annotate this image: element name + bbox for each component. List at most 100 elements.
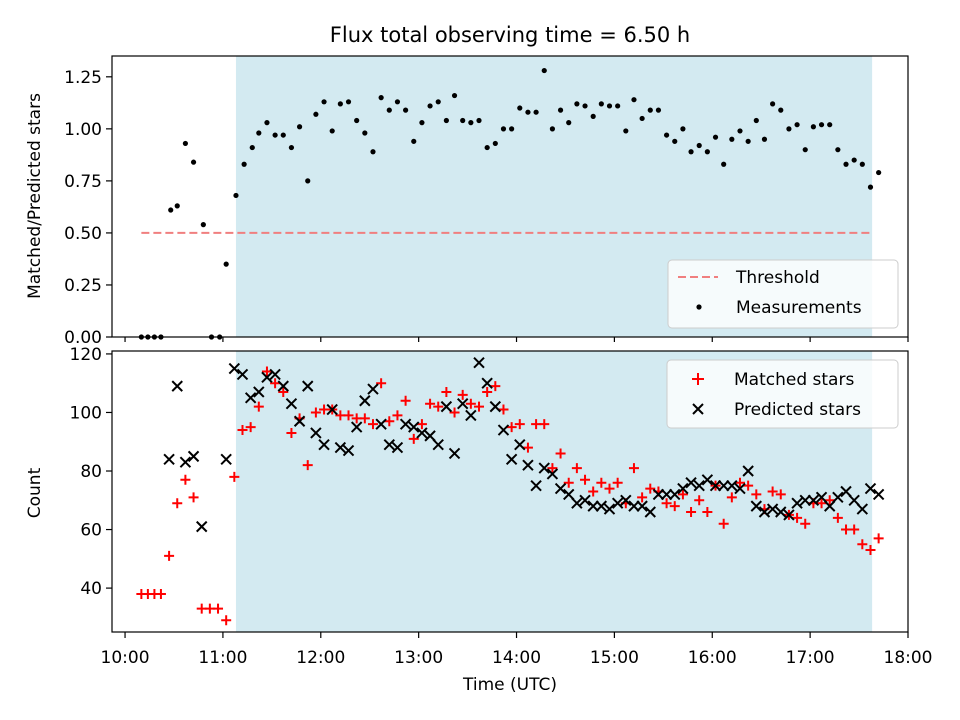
measurement-point [509,126,515,132]
predicted-star-point [644,506,656,518]
measurement-point [721,161,727,167]
measurement-point [810,124,816,130]
matched-star-point [800,518,811,529]
matched-legend-label: Matched stars [734,370,854,390]
predicted-legend-label: Predicted stars [734,400,861,420]
measurement-point [370,149,376,155]
predicted-star-point [163,453,175,466]
measurement-point [525,109,531,115]
top-ytick-label: 0.50 [64,224,102,244]
matched-star-point [498,404,509,415]
matched-star-point [416,419,427,430]
top-legend-box [667,259,899,329]
predicted-star-point [432,438,444,451]
matched-star-point [343,410,354,421]
predicted-star-point [799,494,811,506]
predicted-star-point [701,474,714,486]
measurement-point [867,184,874,190]
measurement-point [704,149,710,155]
predicted-star-point [456,397,469,410]
bottom-xtick-label: 13:00 [394,648,443,668]
predicted-star-point [579,494,591,506]
measurement-point [680,126,686,132]
predicted-star-point [285,397,298,410]
measurement-point [468,120,474,126]
measurement-point [647,107,653,113]
predicted-star-point [277,380,289,392]
predicted-star-point [302,380,314,392]
bottom-xtick-label: 16:00 [688,648,737,668]
matched-star-point [457,389,468,400]
matched-star-point [539,419,550,430]
matched-star-point [245,422,256,433]
predicted-star-point [399,418,412,430]
matched-star-point [661,498,672,509]
measurement-point [615,103,621,109]
predicted-star-point [766,503,779,515]
measurement-point [818,122,825,128]
predicted-star-point [236,368,249,381]
bottom-xtick-label: 15:00 [590,648,639,668]
predicted-star-point [408,421,420,433]
predicted-star-point [196,520,208,533]
predicted-star-point [628,500,640,512]
matched-star-point [164,550,175,561]
matched-star-point [180,474,191,485]
bottom-y-axis-label: Count [25,467,45,518]
measurement-point [541,67,547,74]
predicted-star-point [440,400,453,413]
predicted-star-point [726,479,738,492]
predicted-star-point [522,459,534,471]
predicted-star-point [775,506,787,518]
matched-star-point [302,460,313,471]
measurement-point [249,144,255,151]
matched-star-point [213,603,224,614]
predicted-star-point [171,380,183,392]
matched-star-point [425,398,436,409]
measurement-point [566,120,572,126]
predicted-star-point [823,500,836,512]
bottom-panel: 40 60 80 100 120 10:00 11:00 12:00 13:00 14:00 15… [25,345,933,695]
matched-star-point [604,483,615,494]
measurement-point [598,101,604,107]
measurement-point [745,138,751,144]
matched-star-point [261,366,272,377]
predicted-star-point [342,444,355,457]
matched-star-point [441,386,452,397]
predicted-star-point [253,386,265,398]
matched-star-point [555,448,566,459]
predicted-star-point [864,482,877,495]
matched-star-point [270,378,281,389]
bottom-ytick-label: 60 [80,521,102,541]
top-legend: Threshold Measurements [667,259,899,329]
measurement-point [182,140,189,147]
measurements-legend-label: Measurements [736,298,862,318]
predicted-star-point [310,427,322,439]
predicted-star-point [367,383,379,395]
predicted-star-point [807,494,820,506]
predicted-star-point [677,482,689,495]
matched-star-point [408,433,419,444]
predicted-star-point [603,503,616,515]
top-chart-title: Flux total observing time = 6.50 h [330,23,690,47]
matched-star-point [686,506,697,517]
predicted-star-point [350,421,363,433]
matched-star-point [278,386,289,397]
matched-star-point [563,477,574,488]
measurement-point [296,124,303,130]
predicted-star-point [187,450,200,463]
measurement-point [329,128,335,134]
predicted-star-point [587,500,599,512]
matched-star-point [359,413,370,424]
top-ytick-label: 1.25 [64,68,102,88]
measurement-point [305,178,311,184]
predicted-star-point [554,482,567,495]
predicted-star-point [424,430,436,442]
matched-star-point [172,498,183,509]
matched-star-point [506,422,517,433]
predicted-star-point [334,441,347,454]
measurement-point [500,126,507,132]
measurement-point [761,136,768,142]
predicted-star-point [563,488,575,501]
